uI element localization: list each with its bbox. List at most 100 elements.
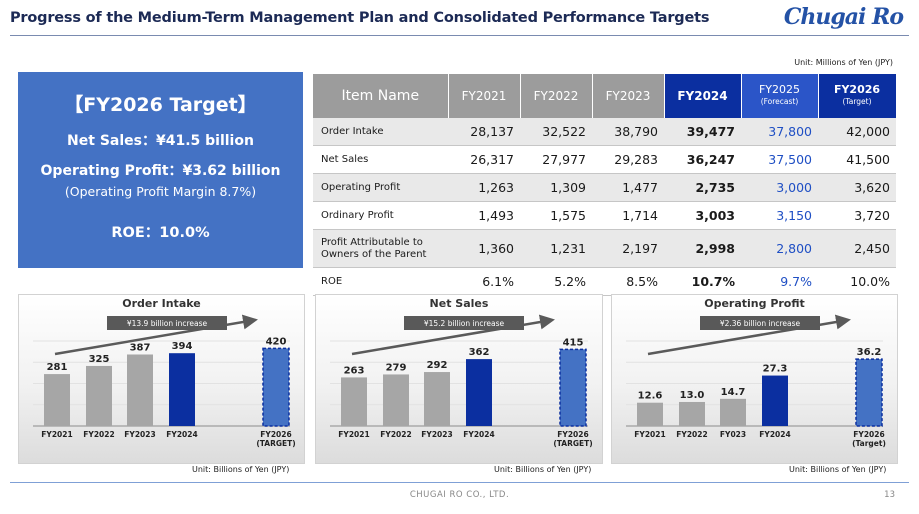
target-operating-profit: Operating Profit：¥3.62 billion — [40, 163, 281, 179]
table-cell: 2,800 — [741, 229, 818, 268]
category-label: FY2021 — [634, 430, 665, 439]
increase-annotation-box — [700, 316, 820, 330]
net-sales-chart: 263 FY2021 279 FY2022 292 FY2023 362 FY2024 415 F… — [315, 294, 603, 464]
category-label: (TARGET) — [256, 439, 295, 448]
header-fy2024: FY2024 — [664, 74, 742, 118]
increase-annotation-box — [107, 316, 227, 330]
header-fy2025: FY2025 (Forecast) — [741, 74, 819, 118]
table-row: Ordinary Profit 1,493 1,575 1,714 3,003 … — [313, 201, 896, 230]
table-header-row: Item Name FY2021 FY2022 FY2023 FY2024 FY… — [313, 74, 897, 118]
bar-1 — [679, 401, 705, 426]
category-label: FY2023 — [124, 430, 155, 439]
table-cell: 3,150 — [741, 201, 818, 230]
table-cell: 2,998 — [664, 229, 741, 268]
header-item-name: Item Name — [313, 74, 449, 118]
operating-profit-unit: Unit: Billions of Yen (JPY) — [789, 465, 887, 474]
row-label: Ordinary Profit — [313, 201, 448, 230]
page-title: Progress of the Medium-Term Management P… — [10, 10, 710, 26]
bar-value-label: 394 — [172, 341, 193, 352]
table-cell: 26,317 — [448, 145, 520, 174]
order-intake-plot: 281 FY2021 325 FY2022 387 FY2023 394 FY2024 420 F… — [33, 314, 296, 448]
increase-annotation-text: ¥2.36 billion increase — [720, 319, 801, 328]
row-label: Order Intake — [313, 118, 448, 146]
target-roe: ROE：10.0% — [111, 225, 210, 241]
category-label: FY2022 — [380, 430, 411, 439]
chart-title: Operating Profit — [704, 297, 805, 310]
table-cell: 1,477 — [592, 173, 664, 202]
category-label: FY2026 — [557, 430, 588, 439]
category-label: FY2024 — [759, 430, 790, 439]
company-logo: Chugai Ro — [783, 4, 904, 30]
category-label: FY2026 — [260, 430, 291, 439]
table-cell: 1,493 — [448, 201, 520, 230]
table-cell: 5.2% — [520, 267, 592, 296]
table-cell: 3,003 — [664, 201, 741, 230]
bar-0 — [341, 377, 367, 426]
category-label: FY2021 — [41, 430, 72, 439]
table-cell: 27,977 — [520, 145, 592, 174]
table-cell: 6.1% — [448, 267, 520, 296]
table-cell: 1,309 — [520, 173, 592, 202]
table-cell: 10.7% — [664, 267, 741, 296]
row-label: Net Sales — [313, 145, 448, 174]
table-cell: 1,263 — [448, 173, 520, 202]
row-label: Operating Profit — [313, 173, 448, 202]
order-intake-chart: 281 FY2021 325 FY2022 387 FY2023 394 FY2024 420 F… — [18, 294, 305, 464]
bar-0 — [637, 402, 663, 426]
header-fy2025-label: FY2025 — [758, 83, 801, 96]
fy2026-target-box: 【FY2026 Target】 Net Sales：¥41.5 billion … — [18, 72, 303, 268]
table-cell: 10.0% — [818, 267, 896, 296]
table-cell: 41,500 — [818, 145, 896, 174]
table-row: Operating Profit 1,263 1,309 1,477 2,735… — [313, 173, 896, 202]
table-unit-label: Unit: Millions of Yen (JPY) — [794, 58, 893, 67]
bar-value-label: 420 — [266, 336, 287, 347]
table-cell: 28,137 — [448, 118, 520, 146]
table-cell: 9.7% — [741, 267, 818, 296]
bar-value-label: 36.2 — [857, 347, 882, 358]
footer-company: CHUGAI RO CO., LTD. — [409, 490, 510, 500]
table-cell: 1,231 — [520, 229, 592, 268]
table-cell: 36,247 — [664, 145, 741, 174]
table-cell: 3,620 — [818, 173, 896, 202]
header-fy2022: FY2022 — [520, 74, 593, 118]
bar-value-label: 279 — [386, 362, 407, 373]
bar-value-label: 387 — [130, 342, 151, 353]
operating-profit-plot: 12.6 FY2021 13.0 FY2022 14.7 FY023 27.3 FY2024 3… — [626, 314, 886, 448]
category-label: FY2023 — [421, 430, 452, 439]
bar-2 — [720, 398, 746, 426]
bar-4 — [262, 347, 290, 427]
target-op-margin: (Operating Profit Margin 8.7%) — [64, 184, 257, 199]
bar-value-label: 281 — [47, 362, 68, 373]
bar-value-label: 263 — [344, 365, 365, 376]
bar-value-label: 13.0 — [680, 390, 705, 401]
bar-1 — [86, 365, 112, 426]
bar-value-label: 14.7 — [721, 387, 746, 398]
table-cell: 1,360 — [448, 229, 520, 268]
footer-divider — [10, 482, 909, 483]
header-fy2023: FY2023 — [592, 74, 665, 118]
category-label: FY2024 — [463, 430, 494, 439]
bar-3 — [466, 359, 492, 426]
table-cell: 1,575 — [520, 201, 592, 230]
table-cell: 38,790 — [592, 118, 664, 146]
bar-value-label: 27.3 — [763, 364, 788, 375]
operating-profit-chart: 12.6 FY2021 13.0 FY2022 14.7 FY023 27.3 FY2024 3… — [611, 294, 898, 464]
header-fy2026-label: FY2026 — [833, 83, 881, 96]
net-sales-plot: 263 FY2021 279 FY2022 292 FY2023 362 FY2024 415 F… — [330, 314, 593, 448]
table-cell: 37,800 — [741, 118, 818, 146]
bar-4 — [855, 358, 883, 427]
table-cell: 32,522 — [520, 118, 592, 146]
category-label: FY2022 — [676, 430, 707, 439]
increase-annotation-box — [404, 316, 524, 330]
chart-title: Net Sales — [429, 297, 489, 310]
target-title: 【FY2026 Target】 — [64, 94, 257, 116]
bar-0 — [44, 374, 70, 426]
category-label: FY2022 — [83, 430, 114, 439]
performance-table: Item Name FY2021 FY2022 FY2023 FY2024 FY… — [313, 74, 897, 296]
table-cell: 1,714 — [592, 201, 664, 230]
header-fy2026: FY2026 (Target) — [818, 74, 897, 118]
table-row: ROE 6.1% 5.2% 8.5% 10.7% 9.7% 10.0% — [313, 267, 896, 296]
category-label: FY023 — [720, 430, 746, 439]
header-fy2026-sub: (Target) — [842, 97, 872, 106]
page-number: 13 — [884, 490, 895, 500]
